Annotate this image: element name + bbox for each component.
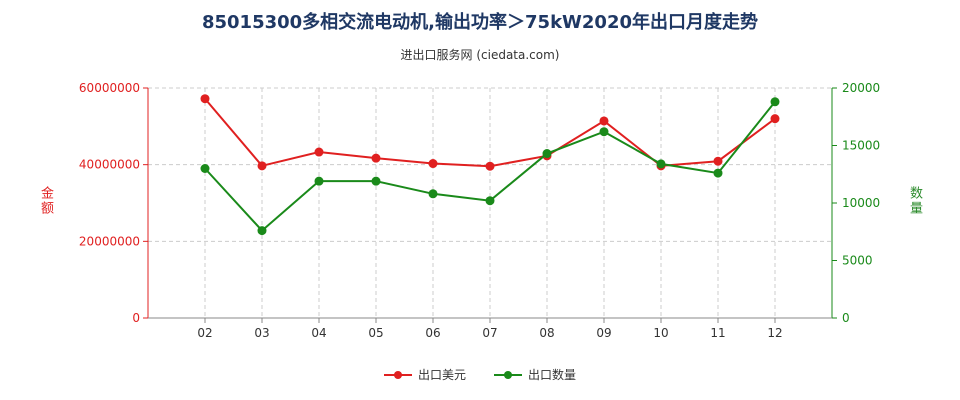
series-point-usd (314, 147, 324, 157)
series-point-usd (428, 159, 438, 169)
legend-item-qty[interactable]: 出口数量 (494, 366, 576, 383)
series-point-qty (314, 176, 324, 186)
series-point-qty (200, 164, 210, 173)
left-tick-label: 0 (132, 311, 140, 325)
series-point-usd (485, 161, 495, 171)
legend-item-usd[interactable]: 出口美元 (383, 366, 466, 383)
x-tick-label: 06 (425, 326, 440, 340)
series-point-qty (371, 176, 381, 186)
legend-swatch-usd (383, 370, 412, 380)
series-point-qty (485, 196, 495, 206)
series-point-usd (770, 114, 780, 124)
x-tick-label: 09 (596, 326, 611, 340)
series-point-qty (713, 168, 723, 178)
series-point-usd (371, 153, 381, 163)
series-point-qty (428, 189, 438, 199)
right-tick-label: 15000 (842, 139, 880, 153)
chart-subtitle: 进出口服务网 (ciedata.com) (400, 48, 560, 62)
right-tick-label: 0 (842, 311, 850, 325)
series-point-qty (599, 127, 609, 137)
right-tick-label: 20000 (842, 81, 880, 95)
x-tick-label: 03 (254, 326, 269, 340)
series-point-qty (656, 159, 666, 169)
right-axis-label: 数量 (907, 186, 922, 216)
series-point-qty (770, 97, 780, 107)
legend-swatch-qty (494, 370, 522, 380)
series-point-usd (599, 116, 609, 126)
left-tick-label: 40000000 (79, 158, 140, 172)
left-axis-label: 金额 (38, 186, 53, 216)
series-point-usd (713, 156, 723, 166)
series-point-usd (200, 94, 210, 104)
legend: 出口美元 出口数量 (0, 366, 960, 383)
x-tick-label: 02 (197, 326, 212, 340)
legend-label-qty: 出口数量 (528, 368, 577, 382)
x-tick-label: 04 (311, 326, 326, 340)
x-tick-label: 05 (368, 326, 383, 340)
left-tick-label: 60000000 (79, 81, 140, 95)
x-tick-label: 08 (539, 326, 554, 340)
x-tick-label: 11 (710, 326, 725, 340)
series-point-qty (257, 226, 267, 236)
series-point-usd (257, 161, 267, 171)
x-tick-label: 12 (767, 326, 782, 340)
left-tick-label: 20000000 (79, 234, 140, 248)
x-tick-label: 10 (653, 326, 668, 340)
right-tick-label: 5000 (842, 254, 873, 268)
legend-label-usd: 出口美元 (417, 368, 466, 382)
x-tick-label: 07 (482, 326, 497, 340)
series-point-qty (542, 149, 552, 159)
right-tick-label: 10000 (842, 196, 880, 210)
chart-title: 85015300多相交流电动机,输出功率＞75kW2020年出口月度走势 (201, 12, 758, 33)
